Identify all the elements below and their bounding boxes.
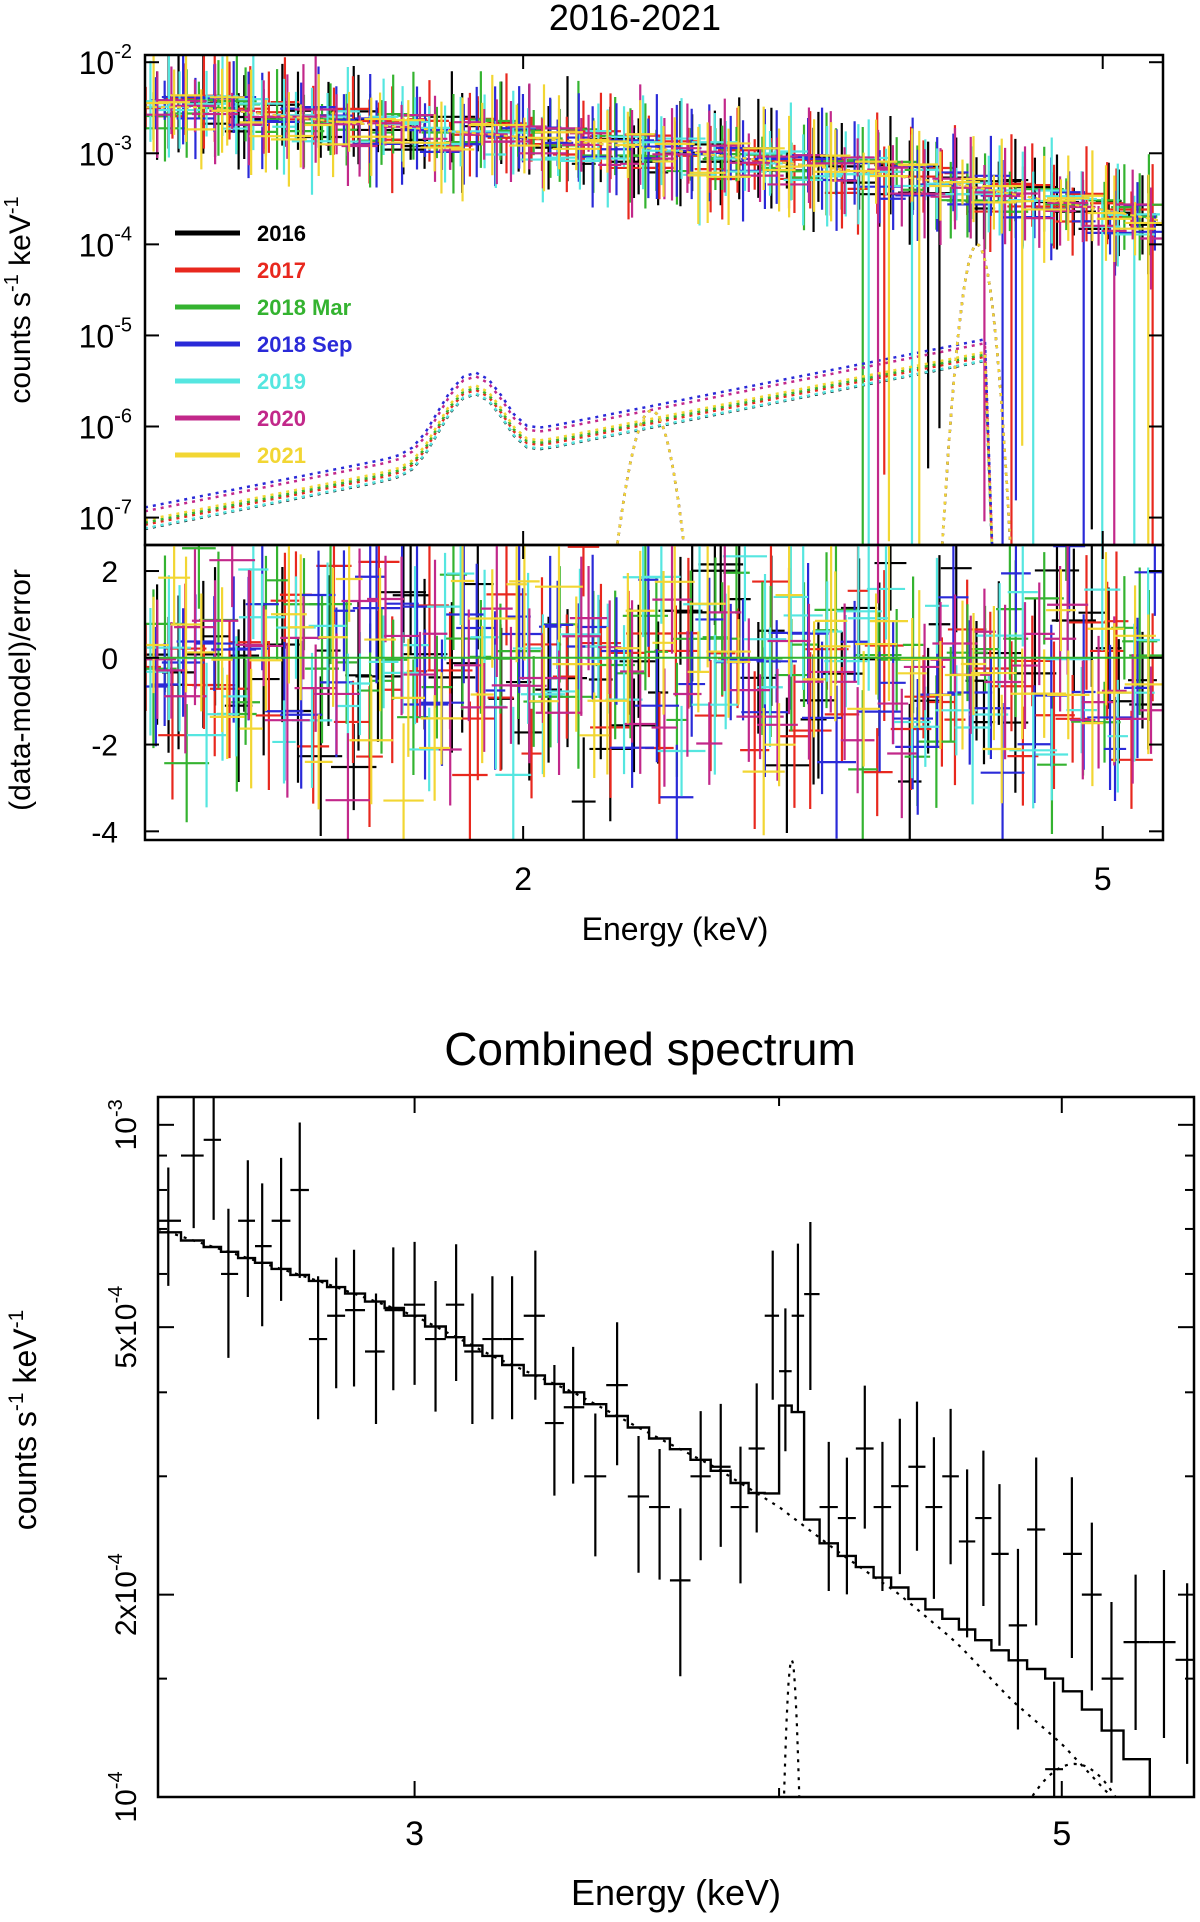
legend-label: 2017 [257,258,306,283]
legend-label: 2021 [257,443,306,468]
combined-x-axis-label: Energy (keV) [571,1872,781,1913]
legend-label: 2018 Mar [257,295,352,320]
spectrum-y-tick-label: 10-5 [79,314,132,354]
residual-frame [143,543,1165,842]
legend-label: 2018 Sep [257,332,352,357]
top-x-tick-label: 2 [514,861,532,897]
combined-y-tick-label: 5x10-4 [105,1286,143,1369]
residual-y-tick-label: 2 [101,556,118,589]
spectrum-y-tick-label: 10-3 [79,132,132,172]
legend-label: 2016 [257,221,306,246]
residual-plot-area [145,545,1163,840]
combined-y-tick-label: 2x10-4 [105,1553,143,1636]
top-chart-title: 2016-2021 [549,0,721,38]
bottom-chart: Combined spectrum 10-3 5x10-4 2x10-4 10-4 3… [5,1023,1196,1913]
model-broad-line [1030,1762,1117,1797]
combined-x-tick-label: 5 [1052,1815,1071,1853]
combined-x-tick-label: 3 [405,1815,424,1853]
residual-y-tick-label: 0 [101,643,118,676]
legend: 2016 2017 2018 Mar 2018 Sep 2019 2020 2021 [175,221,352,468]
top-chart: 2016-2021 10-2 10-3 10-4 10-5 10-6 10-7 count… [1,0,1165,947]
series-5-residuals [145,545,1162,840]
residual-panel: 2 0 -2 -4 (data-model)/error [4,543,1165,849]
residual-y-tick-label: -4 [91,816,118,849]
top-x-tick-label: 5 [1094,861,1112,897]
combined-plot-area [158,1097,1194,1797]
combined-y-axis-label: counts s-1 keV-1 [5,1310,43,1531]
spectrum-panel: 10-2 10-3 10-4 10-5 10-6 10-7 counts s-1 keV-… [1,41,1165,547]
residual-y-axis-label: (data-model)/error [4,569,37,811]
model-continuum-line [145,106,1163,223]
spectrum-y-tick-label: 10-2 [79,41,132,81]
legend-label: 2019 [257,369,306,394]
residual-y-ticks: 2 0 -2 -4 [91,556,1163,849]
combined-frame [156,1095,1196,1799]
combined-y-tick-label: 10-3 [105,1099,143,1150]
spectrum-y-axis-label: counts s-1 keV-1 [1,196,37,403]
spectrum-y-tick-label: 10-4 [79,223,132,263]
spectrum-y-tick-label: 10-7 [79,497,132,537]
model-continuum-line [158,1227,1114,1797]
legend-label: 2020 [257,406,306,431]
spectrum-y-ticks: 10-2 10-3 10-4 10-5 10-6 10-7 [79,41,1163,537]
combined-y-ticks: 10-3 5x10-4 2x10-4 10-4 [105,1099,1194,1823]
series-6-spectrum [145,55,1163,545]
spectrum-plot-area [145,55,1163,545]
bottom-chart-title: Combined spectrum [444,1023,856,1075]
model-total-line [158,1231,1177,1797]
combined-y-tick-label: 10-4 [105,1771,143,1822]
residual-y-tick-label: -2 [91,730,118,763]
series-6-residuals [145,545,1163,840]
top-x-axis-label: Energy (keV) [582,911,769,947]
spectrum-y-tick-label: 10-6 [79,406,132,446]
